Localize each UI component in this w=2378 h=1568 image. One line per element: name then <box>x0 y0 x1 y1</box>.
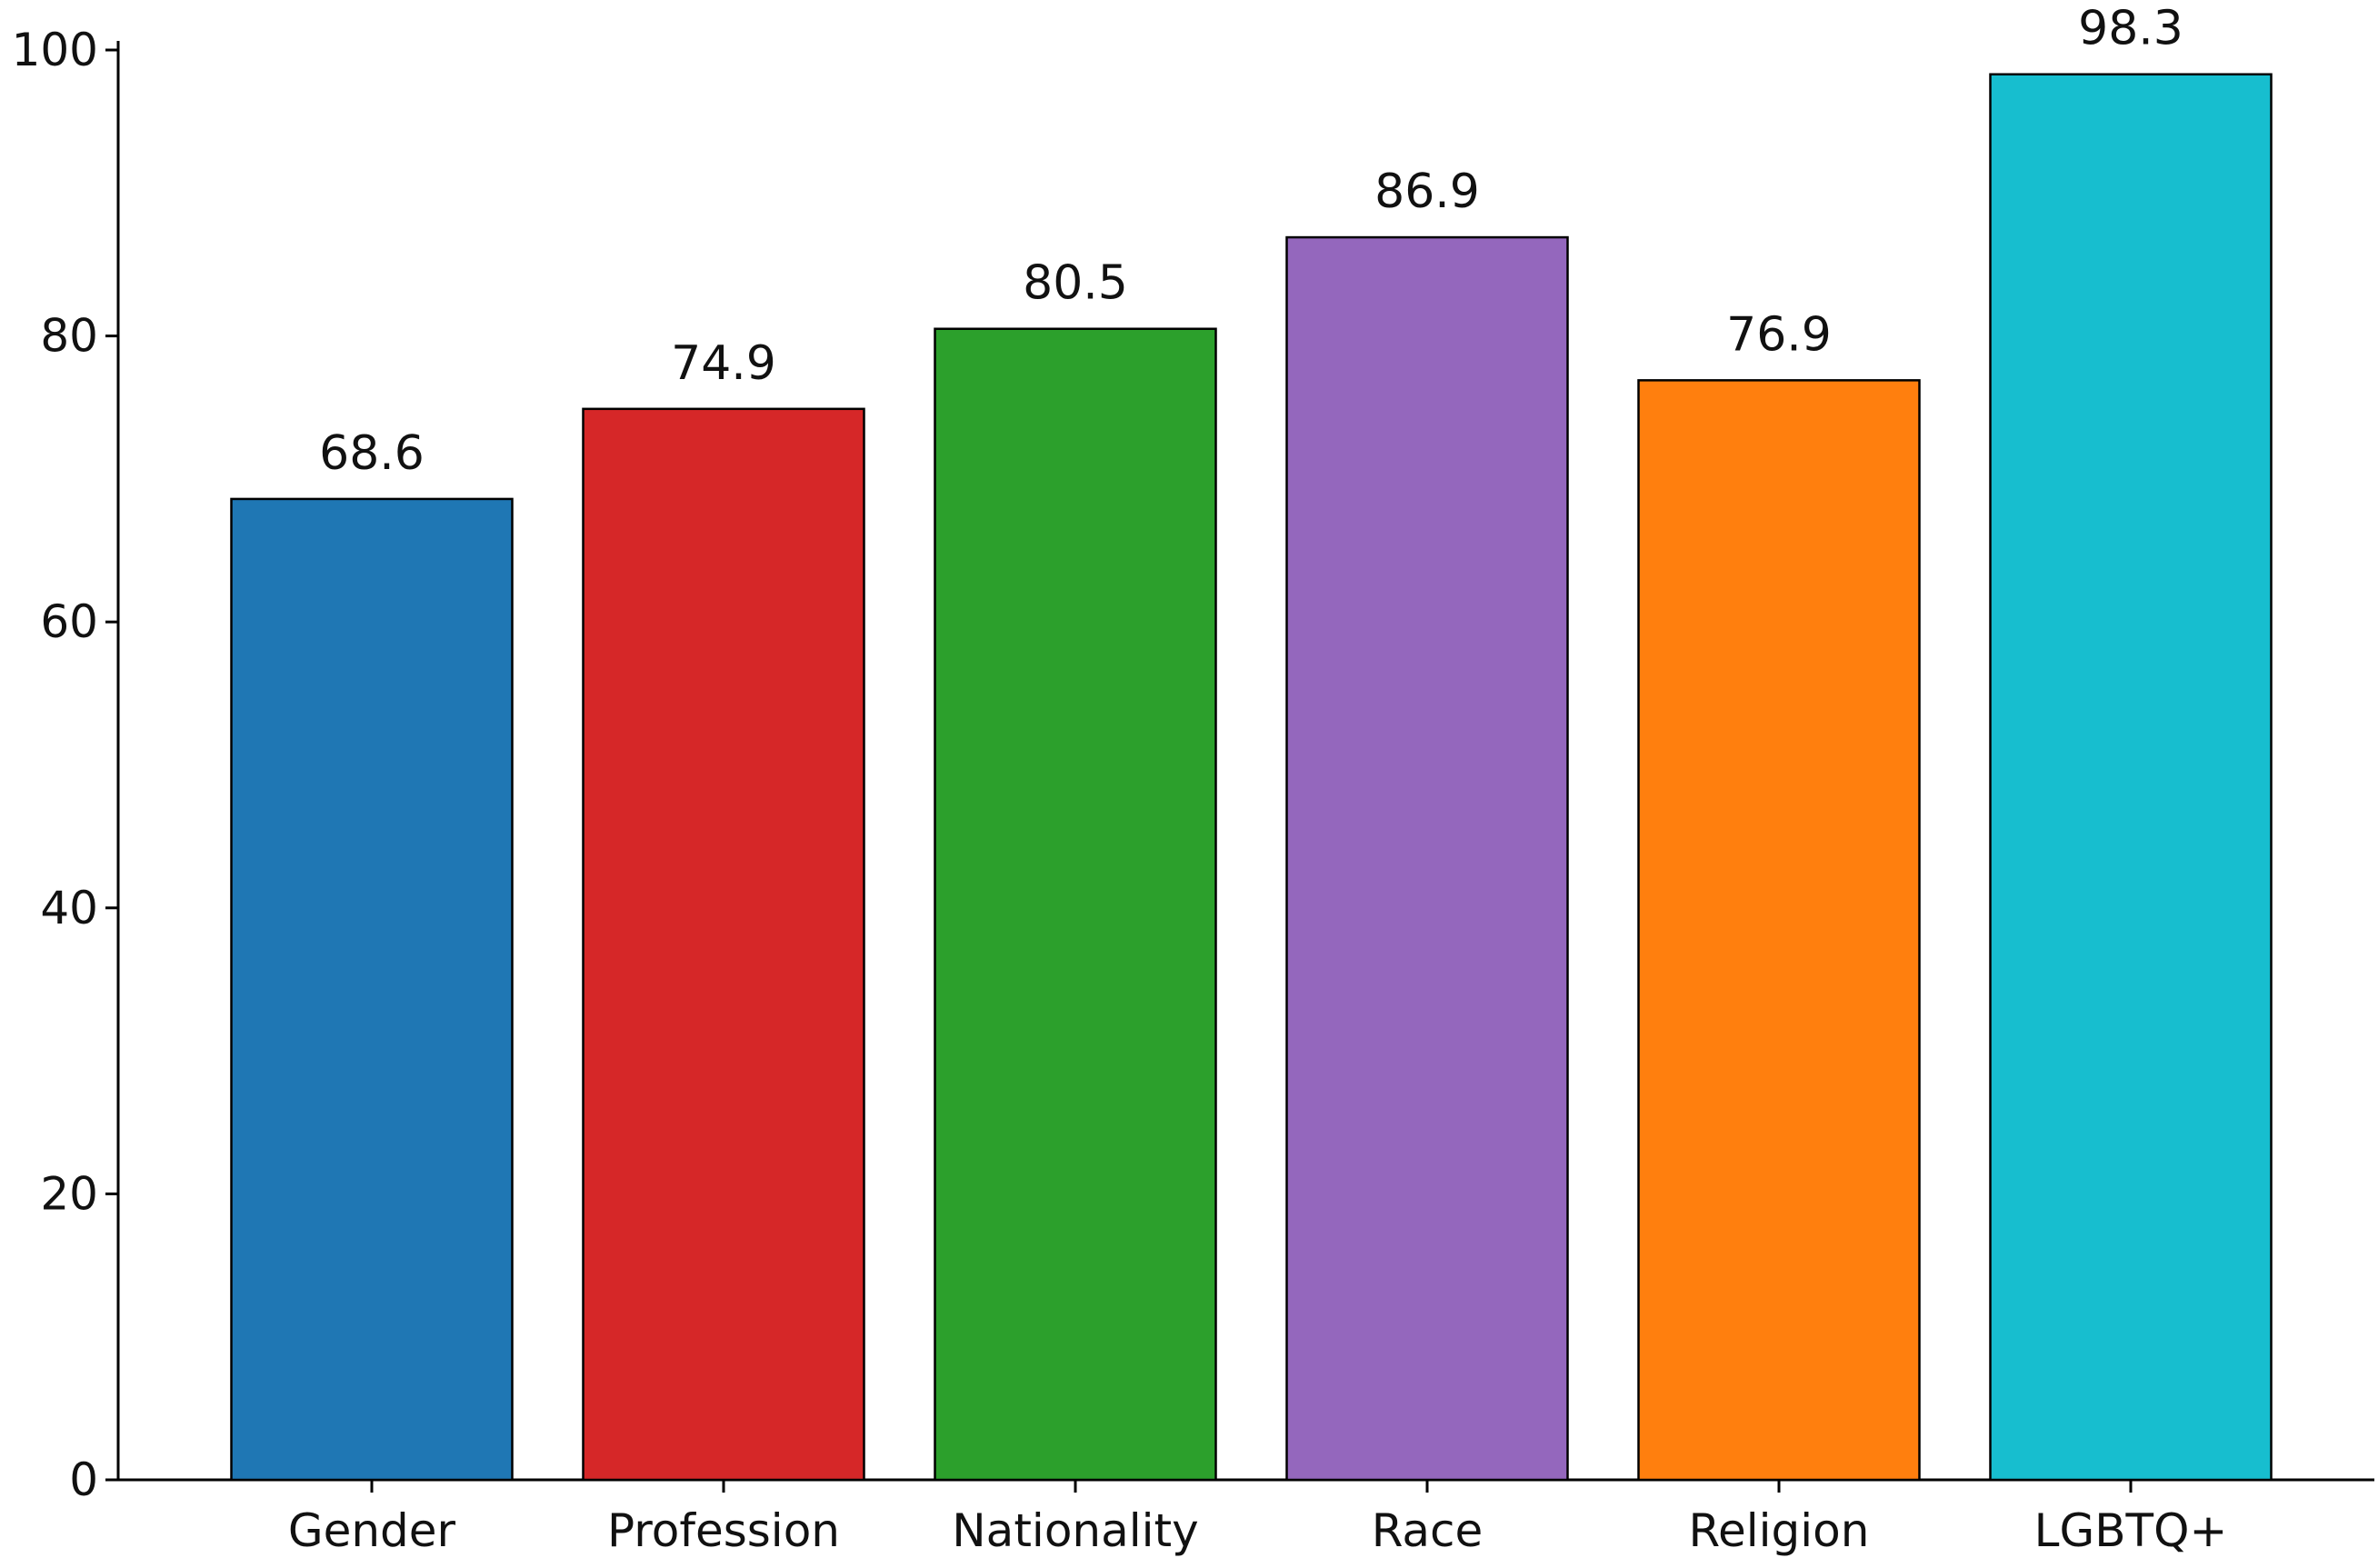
bar-value-label: 98.3 <box>2078 2 2183 56</box>
bar-lgbtq <box>1989 73 2273 1482</box>
bar-value-label: 74.9 <box>671 336 776 391</box>
value-labels: 68.6 74.9 80.5 86.9 76.9 98.3 <box>319 2 2183 481</box>
x-axis: Gender Profession Nationality Race Religion L… <box>118 1478 2374 1557</box>
bar-value-label: 86.9 <box>1374 165 1480 219</box>
x-tick-label: Gender <box>288 1504 456 1557</box>
bar-value-label: 80.5 <box>1023 256 1128 311</box>
bar-nationality <box>934 327 1217 1482</box>
y-tick-label: 100 <box>12 24 98 76</box>
x-tick-label: Race <box>1372 1504 1484 1557</box>
y-tick-label: 60 <box>40 595 98 648</box>
bar-gender <box>230 497 514 1482</box>
y-tick-label: 80 <box>40 310 98 363</box>
bar-profession <box>582 407 865 1482</box>
bar-value-label: 68.6 <box>319 426 425 481</box>
y-tick-label: 40 <box>40 882 98 934</box>
y-tick-label: 0 <box>69 1453 98 1506</box>
bar-value-label: 76.9 <box>1726 307 1832 362</box>
y-tick-label: 20 <box>40 1167 98 1220</box>
x-tick-label: Nationality <box>952 1504 1198 1557</box>
x-tick-label: Profession <box>607 1504 840 1557</box>
x-tick-label: LGBTQ+ <box>2034 1504 2228 1557</box>
bar-religion <box>1637 379 1921 1482</box>
bar-race <box>1285 235 1569 1482</box>
bars <box>230 73 2273 1482</box>
y-axis: 0 20 40 60 80 100 <box>12 24 120 1506</box>
x-tick-label: Religion <box>1689 1504 1870 1557</box>
